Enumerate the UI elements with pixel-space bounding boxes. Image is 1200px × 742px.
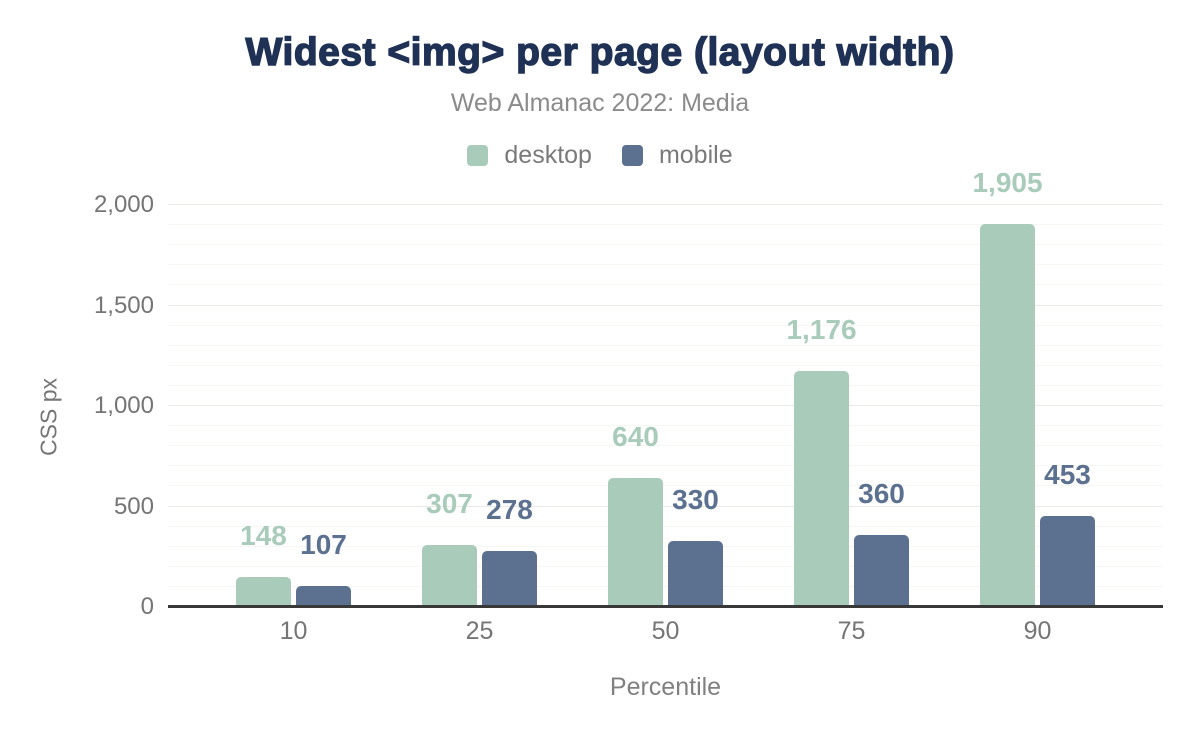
bar-desktop-p90 [980,224,1035,607]
legend-label-mobile: mobile [658,141,733,169]
minor-gridline-1800 [168,244,1163,246]
bar-value-label-desktop-p75: 1,176 [786,313,857,345]
x-tick-label-25: 25 [465,617,494,645]
y-tick-label-500: 500 [113,492,154,520]
chart-title: Widest <img> per page (layout width) [245,30,955,74]
bar-value-label-mobile-p75: 360 [858,477,905,509]
x-axis-title: Percentile [609,673,722,701]
y-tick-label-1000: 1,000 [93,392,154,419]
bar-value-label-desktop-p90: 1,905 [972,167,1043,199]
minor-gridline-1400 [168,324,1163,326]
minor-gridline-400 [168,525,1163,527]
bar-value-label-mobile-p50: 330 [672,483,719,515]
bar-value-label-mobile-p90: 453 [1044,458,1091,490]
minor-gridline-200 [168,565,1163,567]
bar-mobile-p90 [1040,515,1095,607]
legend-label-desktop: desktop [504,141,592,169]
bar-col-mobile-90: 453 [1040,205,1095,607]
bar-group-90: 1,905 453 [972,169,1095,607]
major-gridline-2000 [168,204,1163,205]
bar-col-mobile-50: 330 [668,205,723,607]
x-axis-line [168,605,1163,608]
minor-gridline-100 [168,585,1163,587]
major-gridline-1000 [168,405,1163,406]
bar-mobile-p50 [668,540,723,607]
bar-value-label-mobile-p25: 278 [486,494,533,526]
legend-swatch-mobile-icon [621,145,643,166]
bar-desktop-p75 [794,370,849,607]
bar-col-desktop-25: 307 [422,205,477,607]
bar-mobile-p25 [482,551,537,607]
bar-col-mobile-25: 278 [482,205,537,607]
legend-item-desktop: desktop [467,141,592,170]
bar-col-desktop-10: 148 [236,205,291,607]
minor-gridline-600 [168,485,1163,487]
bar-value-label-desktop-p50: 640 [612,421,659,453]
minor-gridline-1100 [168,384,1163,386]
minor-gridline-1900 [168,224,1163,226]
bar-col-desktop-90: 1,905 [972,169,1043,607]
minor-gridline-1300 [168,344,1163,346]
bar-group-10: 148 107 [236,205,351,607]
major-gridline-1500 [168,304,1163,306]
minor-gridline-1200 [168,364,1163,366]
bar-mobile-p75 [854,534,909,607]
minor-gridline-900 [168,425,1163,427]
bar-mobile-p10 [296,585,351,607]
bar-group-75: 1,176 360 [786,205,909,607]
bar-value-label-mobile-p10: 107 [300,528,347,560]
bar-group-50: 640 330 [608,205,723,607]
legend: desktop mobile [0,141,1200,170]
major-gridline-500 [168,505,1163,507]
bar-desktop-p50 [608,478,663,607]
x-tick-label-50: 50 [651,617,680,645]
x-tick-label-90: 90 [1023,617,1052,645]
y-tick-label-1500: 1,500 [93,291,154,319]
minor-gridline-800 [168,445,1163,447]
bar-group-25: 307 278 [422,205,537,607]
bar-value-label-desktop-p10: 148 [240,520,287,552]
y-tick-label-2000: 2,000 [93,191,154,218]
y-tick-label-0: 0 [140,593,154,620]
plot-area: Percentile 0 500 1,000 1,500 2,000 148 107 10 30… [94,169,1163,701]
bar-col-mobile-75: 360 [854,205,909,607]
bar-col-desktop-50: 640 [608,205,663,607]
minor-gridline-700 [168,465,1163,467]
x-tick-label-10: 10 [279,617,308,645]
bar-value-label-desktop-p25: 307 [426,488,473,520]
minor-gridline-1600 [168,284,1163,286]
bar-desktop-p25 [422,545,477,607]
legend-item-mobile: mobile [621,141,733,170]
bar-col-desktop-75: 1,176 [786,205,857,607]
legend-swatch-desktop-icon [467,145,489,166]
chart-subtitle: Web Almanac 2022: Media [450,89,750,117]
bar-col-mobile-10: 107 [296,205,351,607]
bar-desktop-p10 [236,577,291,607]
minor-gridline-300 [168,545,1163,547]
minor-gridline-1700 [168,264,1163,266]
x-tick-label-75: 75 [837,617,866,645]
